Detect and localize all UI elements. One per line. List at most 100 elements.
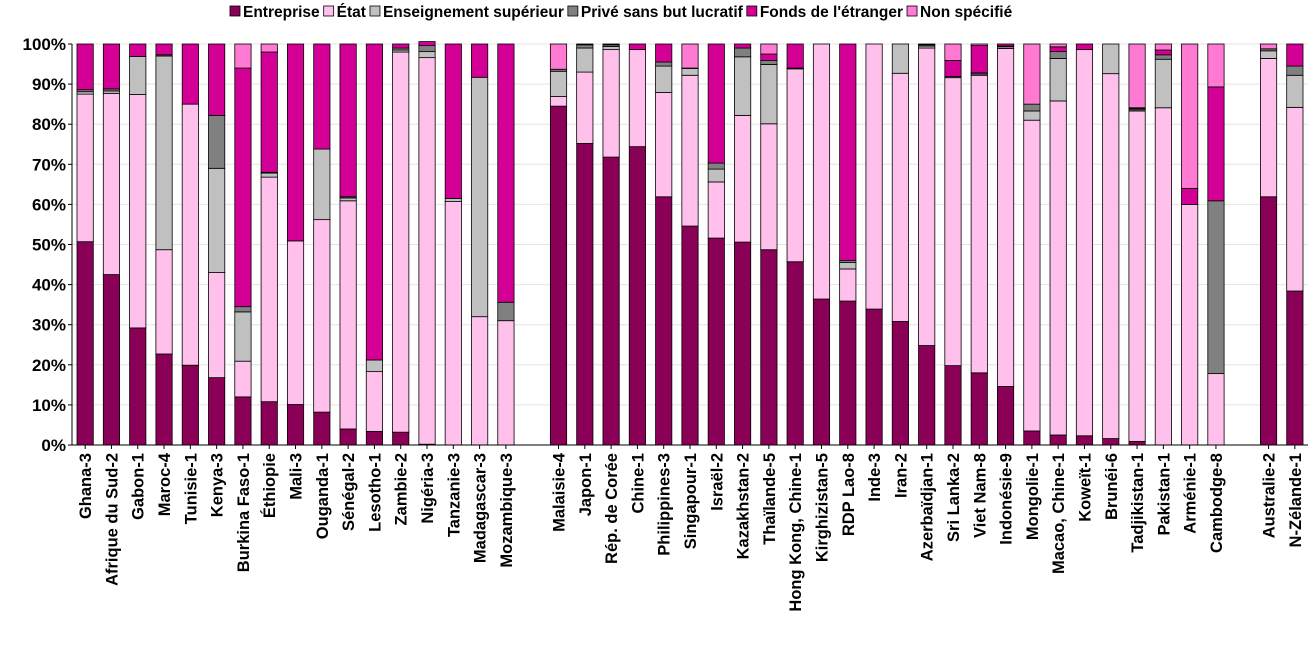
bar-segment-etat: [1024, 120, 1040, 431]
bar-stack-senegal-2: [340, 44, 356, 445]
bar-segment-etat: [1129, 111, 1145, 441]
bar-segment-fonds-de-l-etranger: [419, 42, 435, 46]
bar-segment-entreprise: [1076, 436, 1092, 445]
bar-segment-prive-sans-but-lucratif: [235, 307, 251, 312]
bar-stack-kirghizistan-5: [813, 44, 829, 445]
y-tick-label: 70%: [32, 155, 66, 174]
bar-segment-etat: [1103, 74, 1119, 439]
bar-segment-non-specifie: [1260, 44, 1276, 49]
bar-segment-fonds-de-l-etranger: [945, 60, 961, 76]
bar-segment-entreprise: [971, 373, 987, 445]
bar-segment-entreprise: [208, 378, 224, 445]
bar-segment-non-specifie: [1208, 44, 1224, 87]
bar-segment-fonds-de-l-etranger: [708, 44, 724, 163]
x-tick-label: Macao, Chine-1: [1050, 453, 1068, 574]
bar-segment-entreprise: [866, 309, 882, 445]
bar-segment-entreprise: [235, 397, 251, 445]
bar-segment-enseignement-superieur: [314, 149, 330, 220]
bar-segment-etat: [1155, 108, 1171, 445]
bar-segment-entreprise: [708, 238, 724, 445]
bar-segment-prive-sans-but-lucratif: [1050, 52, 1066, 59]
x-tick-label: Mali-3: [288, 453, 306, 500]
bar-segment-entreprise: [261, 402, 277, 445]
bar-segment-non-specifie: [1182, 44, 1198, 188]
bar-segment-etat: [208, 273, 224, 378]
bar-segment-etat: [840, 269, 856, 301]
bar-stack-koweit-1: [1076, 44, 1092, 445]
bar-segment-enseignement-superieur: [1050, 58, 1066, 101]
bar-segment-fonds-de-l-etranger: [997, 44, 1013, 46]
bar-segment-fonds-de-l-etranger: [971, 46, 987, 73]
bar-segment-etat: [708, 182, 724, 238]
bar-segment-fonds-de-l-etranger: [603, 44, 619, 45]
bar-segment-non-specifie: [761, 44, 777, 54]
bar-segment-etat: [945, 78, 961, 366]
bar-stack-lesotho-1: [366, 44, 382, 445]
x-tick-label: Indonésie-9: [998, 453, 1016, 545]
legend-swatch: [568, 6, 578, 16]
bar-segment-etat: [971, 75, 987, 373]
bar-stack-zambie-2: [393, 44, 409, 445]
legend-label: Fonds de l'étranger: [760, 4, 903, 21]
bar-segment-entreprise: [130, 328, 146, 445]
bar-segment-enseignement-superieur: [261, 173, 277, 177]
bar-stack-tadjikistan-1: [1129, 44, 1145, 445]
legend-swatch: [324, 6, 334, 16]
y-tick-label: 60%: [32, 195, 66, 214]
bar-segment-enseignement-superieur: [471, 77, 487, 316]
legend-swatch: [907, 6, 917, 16]
bar-stack-afrique-du-sud-2: [103, 44, 119, 445]
legend-item-enseignement-superieur: Enseignement supérieur: [370, 4, 564, 21]
x-tick-label: Tunisie-1: [182, 453, 200, 524]
x-tick-label: Madagascar-3: [472, 453, 490, 563]
bar-segment-etat: [1182, 204, 1198, 445]
bar-segment-entreprise: [919, 346, 935, 445]
bar-segment-fonds-de-l-etranger: [577, 44, 593, 45]
bar-stack-hong-kong-chine-1: [787, 44, 803, 445]
y-tick-label: 0%: [41, 436, 66, 455]
bar-segment-fonds-de-l-etranger: [1208, 87, 1224, 201]
bar-segment-etat: [393, 52, 409, 432]
bar-segment-entreprise: [366, 431, 382, 445]
y-tick-label: 50%: [32, 236, 66, 255]
bar-segment-entreprise: [603, 157, 619, 445]
bar-segment-entreprise: [761, 250, 777, 445]
legend-swatch: [370, 6, 380, 16]
x-tick-label: Azerbaïdjan-1: [919, 453, 937, 561]
bar-segment-etat: [419, 58, 435, 445]
bar-stack-tanzanie-3: [445, 44, 461, 445]
x-tick-label: Israël-2: [708, 453, 726, 511]
bar-segment-enseignement-superieur: [682, 68, 698, 75]
bar-segment-fonds-de-l-etranger: [261, 52, 277, 172]
x-tick-label: Thaïlande-5: [761, 453, 779, 545]
bar-stack-mongolie-1: [1024, 44, 1040, 445]
x-tick-label: Lesotho-1: [366, 453, 384, 532]
bar-stack-ouganda-1: [314, 44, 330, 445]
bar-segment-prive-sans-but-lucratif: [1155, 55, 1171, 59]
bar-segment-enseignement-superieur: [734, 57, 750, 116]
bar-segment-fonds-de-l-etranger: [761, 54, 777, 60]
bar-segment-entreprise: [656, 197, 672, 445]
bar-segment-entreprise: [682, 226, 698, 445]
bar-stack-iran-2: [892, 44, 908, 445]
bar-segment-entreprise: [787, 262, 803, 445]
bar-segment-fonds-de-l-etranger: [366, 44, 382, 360]
bar-segment-fonds-de-l-etranger: [103, 44, 119, 89]
bar-stack-thailande-5: [761, 44, 777, 445]
x-tick-label: Australie-2: [1261, 453, 1279, 538]
x-tick-label: Zambie-2: [393, 453, 411, 525]
bar-stack-nigeria-3: [419, 42, 435, 445]
bar-segment-prive-sans-but-lucratif: [1208, 201, 1224, 374]
x-tick-label: Rép. de Corée: [603, 453, 621, 564]
x-tick-label: Gabon-1: [130, 453, 148, 520]
x-tick-label: Malaisie-4: [551, 452, 569, 532]
bar-segment-entreprise: [1287, 291, 1303, 445]
bar-segment-non-specifie: [919, 44, 935, 45]
bar-segment-fonds-de-l-etranger: [629, 44, 645, 50]
bar-segment-etat: [919, 48, 935, 346]
legend-label: Entreprise: [243, 4, 320, 21]
x-tick-label: Maroc-4: [156, 452, 174, 516]
bar-segment-prive-sans-but-lucratif: [656, 62, 672, 66]
bar-segment-fonds-de-l-etranger: [156, 44, 172, 55]
bars: [77, 42, 1303, 445]
